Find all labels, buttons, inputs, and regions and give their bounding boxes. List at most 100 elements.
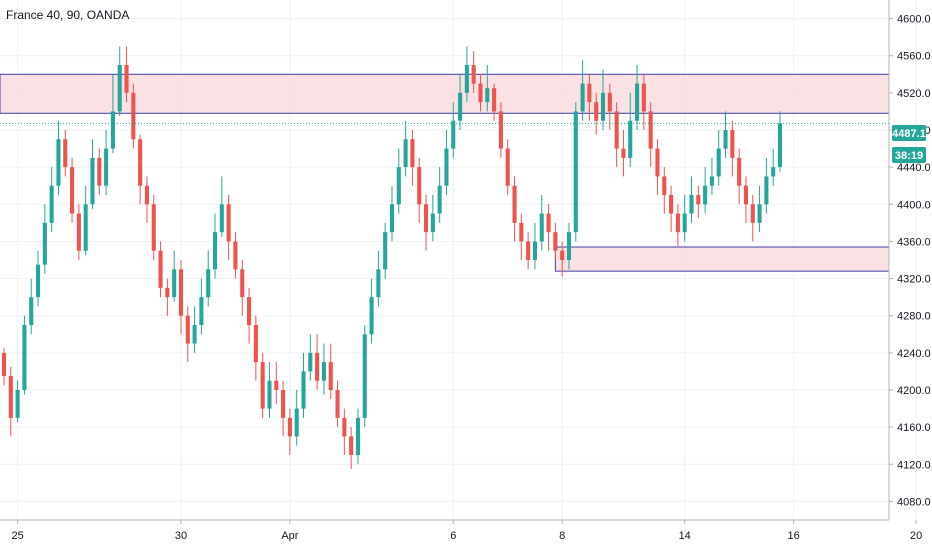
timer-badge — [892, 147, 926, 163]
candle-body — [716, 148, 721, 177]
candle-body — [49, 185, 54, 223]
candle-body — [723, 130, 728, 149]
candle-body — [335, 390, 340, 418]
y-tick-label: 4120.0 — [897, 459, 931, 471]
candle-body — [349, 436, 354, 455]
candle-body — [124, 65, 129, 93]
candle-body — [308, 352, 313, 372]
candle-body — [56, 139, 61, 186]
candle-body — [369, 297, 374, 335]
candle-body — [342, 417, 347, 437]
candle-body — [287, 417, 292, 437]
candle-body — [328, 362, 333, 390]
x-axis-ticks: 2530Apr68141620222729 — [11, 520, 922, 542]
candle-body — [8, 376, 13, 418]
candle-body — [621, 148, 626, 158]
candle-body — [430, 213, 435, 233]
candle-body — [212, 232, 218, 270]
candle-body — [703, 185, 708, 205]
candle-body — [172, 269, 177, 298]
x-tick-label: 8 — [559, 530, 565, 542]
candle-body — [600, 92, 606, 121]
candle-body — [655, 148, 660, 177]
price-zone — [0, 73, 890, 114]
x-tick-label: 30 — [175, 530, 187, 542]
candle-body — [355, 417, 361, 455]
candle-body — [131, 92, 136, 140]
candle-body — [192, 325, 197, 344]
candle-body — [737, 157, 742, 186]
candle-body — [70, 167, 75, 214]
candle-body — [709, 176, 714, 186]
candle-body — [178, 269, 184, 316]
x-tick-label: 25 — [11, 530, 23, 542]
candle-body — [383, 232, 388, 270]
y-tick-label: 4520.0 — [897, 88, 931, 100]
candle-body — [410, 139, 415, 168]
y-tick-label: 4320.0 — [897, 274, 931, 286]
candle-body — [42, 222, 47, 265]
candle-body — [750, 204, 755, 223]
candle-body — [35, 264, 41, 298]
candle-body — [1, 352, 7, 377]
candle-body — [403, 139, 408, 168]
candle-body — [315, 352, 320, 381]
candle-body — [669, 195, 674, 214]
y-tick-label: 4560.0 — [897, 51, 931, 63]
y-tick-label: 4200.0 — [897, 385, 931, 397]
x-tick-label: Apr — [281, 530, 298, 542]
candle-body — [560, 250, 565, 260]
chart-grid — [0, 0, 917, 520]
candle-body — [594, 102, 599, 121]
timer-text: 38:19 — [895, 150, 923, 162]
y-tick-label: 4280.0 — [897, 311, 931, 323]
candle-body — [492, 88, 497, 112]
candle-body — [253, 325, 258, 363]
candle-body — [267, 380, 272, 409]
candle-body — [764, 176, 769, 205]
candle-body — [771, 167, 776, 177]
candle-body — [628, 120, 633, 158]
candle-body — [696, 195, 701, 205]
candle-body — [240, 269, 245, 298]
candle-body — [165, 287, 170, 298]
candle-body — [777, 123, 783, 168]
candle-body — [675, 213, 680, 233]
candle-body — [451, 120, 456, 149]
candle-body — [505, 148, 510, 186]
candle-body — [682, 213, 687, 233]
candle-body — [29, 297, 34, 325]
x-tick-label: 20 — [910, 530, 922, 542]
candle-body — [274, 380, 279, 390]
candle-body — [138, 139, 143, 186]
candle-body — [662, 176, 667, 195]
candle-body — [376, 269, 381, 298]
support-resistance-zones — [0, 73, 890, 272]
candle-body — [294, 408, 299, 437]
candle-body — [689, 195, 694, 214]
candle-body — [498, 111, 503, 149]
last-price-text: 4487.1 — [892, 128, 926, 140]
candle-body — [219, 204, 224, 233]
candle-body — [83, 204, 88, 251]
candle-body — [437, 185, 442, 214]
last-price-badge — [892, 125, 926, 141]
candle-body — [233, 241, 238, 270]
candle-body — [512, 185, 517, 223]
candle-body — [553, 232, 558, 251]
candlestick-series — [1, 46, 783, 469]
candle-body — [321, 362, 326, 381]
candle-body — [63, 139, 68, 168]
y-tick-label: 4360.0 — [897, 236, 931, 248]
candle-body — [206, 269, 211, 298]
candle-body — [566, 232, 572, 260]
candle-body — [573, 111, 578, 233]
candle-body — [648, 111, 653, 149]
x-tick-label: 16 — [787, 530, 799, 542]
x-tick-label: 6 — [450, 530, 456, 542]
candle-body — [607, 92, 612, 112]
candle-body — [199, 297, 204, 325]
candle-body — [97, 157, 102, 186]
x-tick-label: 14 — [679, 530, 691, 542]
